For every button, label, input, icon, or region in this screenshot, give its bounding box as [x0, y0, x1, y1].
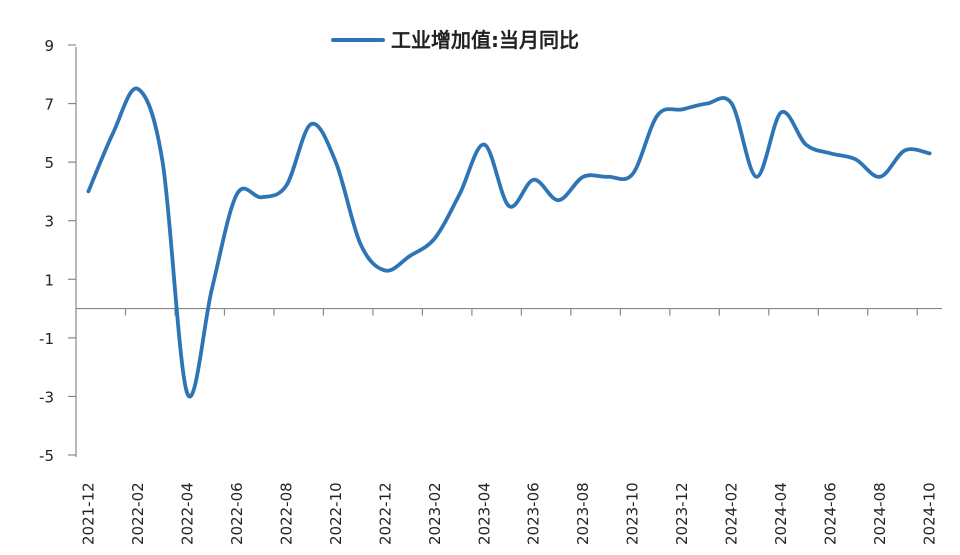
data-point	[86, 189, 90, 193]
x-tick-label: 2023-02	[426, 482, 444, 545]
x-tick-label: 2023-04	[475, 482, 493, 545]
data-point	[680, 107, 684, 111]
data-point	[730, 102, 734, 106]
data-point	[655, 113, 659, 117]
x-tick-label: 2024-08	[871, 482, 889, 545]
y-tick-label: 3	[44, 213, 54, 231]
y-tick-label: -1	[39, 330, 54, 348]
x-tick-label: 2023-12	[673, 482, 691, 545]
y-tick-label: -5	[39, 447, 54, 465]
data-point	[903, 148, 907, 152]
data-point	[334, 160, 338, 164]
data-point	[705, 102, 709, 106]
data-point	[210, 286, 214, 290]
x-tick-label: 2024-10	[921, 482, 939, 545]
y-tick-label: 5	[44, 154, 54, 172]
y-tick-label: -3	[39, 388, 54, 406]
x-tick-label: 2022-04	[178, 482, 196, 545]
legend-label: 工业增加值:当月同比	[391, 28, 579, 52]
data-point	[458, 192, 462, 196]
data-point	[606, 175, 610, 179]
x-tick-label: 2024-02	[723, 482, 741, 545]
y-tick-label: 9	[44, 37, 54, 55]
data-point	[482, 143, 486, 147]
data-point	[829, 151, 833, 155]
data-point	[928, 151, 932, 155]
x-tick-label: 2023-08	[574, 482, 592, 545]
data-point	[804, 143, 808, 147]
data-point	[631, 172, 635, 176]
y-axis: 9 7 5 3 1 -1 -3 -5	[39, 37, 77, 465]
x-tick-label: 2022-10	[327, 482, 345, 545]
data-point	[779, 110, 783, 114]
y-tick-label: 7	[44, 96, 54, 114]
series-line	[86, 86, 932, 399]
data-point	[111, 131, 115, 135]
data-point	[359, 242, 363, 246]
data-point	[260, 195, 264, 199]
x-tick-label: 2024-06	[822, 482, 840, 545]
data-point	[878, 175, 882, 179]
data-point	[507, 204, 511, 208]
data-point	[556, 198, 560, 202]
x-tick-label: 2023-10	[624, 482, 642, 545]
legend: 工业增加值:当月同比	[331, 28, 579, 52]
data-point	[161, 160, 165, 164]
y-tick-label: 1	[44, 271, 54, 289]
data-point	[136, 87, 140, 91]
x-tick-label: 2022-02	[129, 482, 147, 545]
x-tick-label: 2022-06	[228, 482, 246, 545]
data-point	[383, 269, 387, 272]
data-point	[581, 175, 585, 179]
series-group	[86, 86, 932, 399]
data-point	[284, 184, 288, 188]
data-point	[408, 254, 412, 258]
x-tick-label: 2021-12	[79, 482, 97, 545]
x-axis: 2021-12 2022-02 2022-04 2022-06 2022-08 2022-…	[76, 307, 942, 545]
x-tick-label: 2022-12	[376, 482, 394, 545]
data-point	[185, 392, 189, 395]
data-point	[433, 236, 437, 240]
data-point	[754, 175, 758, 179]
data-point	[853, 157, 857, 161]
data-point	[309, 122, 313, 126]
data-point	[235, 192, 239, 196]
x-tick-label: 2024-04	[772, 482, 790, 545]
x-tick-label: 2022-08	[277, 482, 295, 545]
x-tick-label: 2023-06	[525, 482, 543, 545]
data-point	[532, 178, 536, 182]
